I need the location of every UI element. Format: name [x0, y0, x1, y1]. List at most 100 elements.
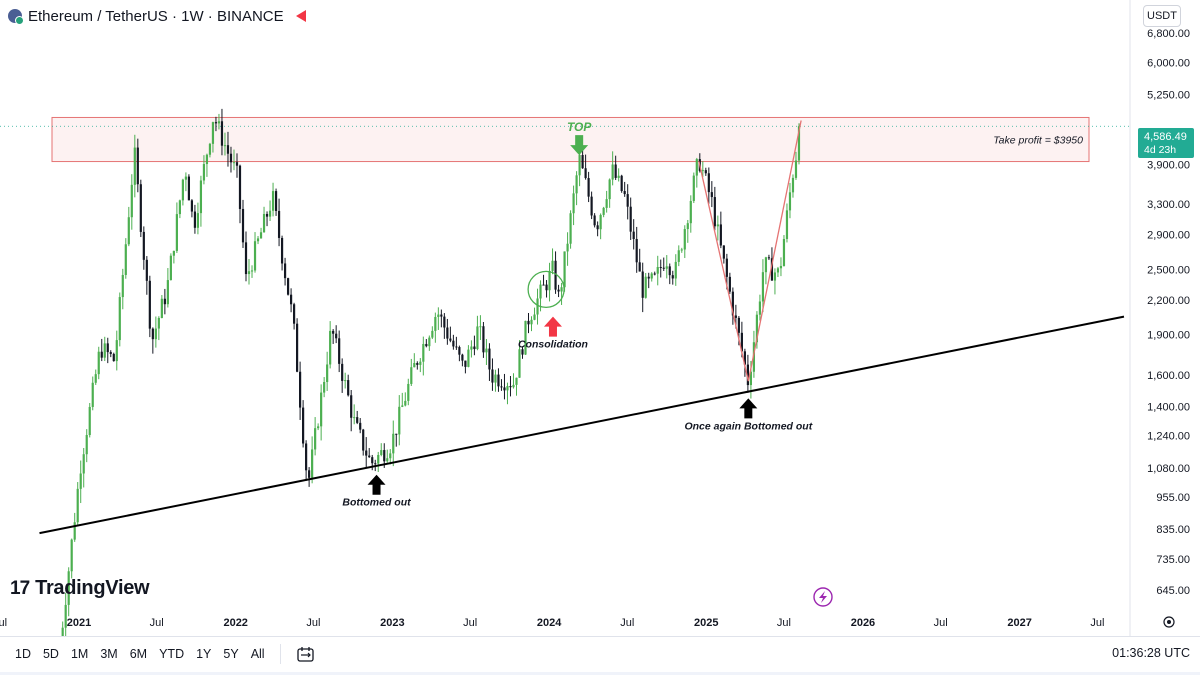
x-tick-label: 2026 [851, 617, 875, 629]
candle-body [749, 371, 753, 386]
candle-body [407, 383, 410, 401]
y-tick-label: 5,250.00 [1147, 89, 1190, 101]
candle-body [563, 251, 566, 288]
y-tick-label: 1,080.00 [1147, 463, 1190, 475]
candle-body [386, 458, 389, 462]
y-tick-label: 1,600.00 [1147, 370, 1190, 382]
range-1y-button[interactable]: 1Y [196, 647, 212, 661]
candle-body [668, 266, 671, 276]
range-1m-button[interactable]: 1M [70, 647, 89, 661]
tradingview-logo: 17 TradingView [10, 577, 150, 600]
candle-body [491, 369, 494, 383]
candle-body [614, 164, 617, 178]
candle-body [551, 260, 554, 271]
candle-body [473, 346, 476, 350]
x-tick-label: 2021 [67, 617, 91, 629]
candle-body [512, 384, 515, 388]
candle-body [545, 284, 548, 291]
range-5y-button[interactable]: 5Y [223, 647, 239, 661]
last-price-text: 4,586.49 [1144, 131, 1187, 143]
candle-body [289, 294, 293, 305]
candle-body [500, 386, 503, 388]
event-lightning-bolt [819, 591, 827, 603]
range-3m-button[interactable]: 3M [100, 647, 118, 661]
candle-body [722, 245, 725, 259]
candle-body [404, 400, 407, 406]
candle-body [779, 265, 783, 269]
candle-body [644, 276, 647, 298]
candle-body [572, 193, 575, 214]
candle-body [611, 164, 614, 180]
symbol-title[interactable]: Ethereum / TetherUS · 1W · BINANCE [28, 7, 284, 25]
candle-body [118, 297, 121, 341]
candle-body [554, 260, 557, 290]
x-tick-label: Jul [1090, 617, 1104, 629]
candle-body [181, 179, 184, 201]
price-chart[interactable]: 6,800.00 6,000.00 5,250.00 3,900.00 3,300.00… [0, 0, 1200, 636]
last-price-badge [1138, 128, 1194, 158]
x-tick-label: 2024 [537, 617, 562, 629]
candle-body [295, 323, 299, 372]
currency-button[interactable]: USDT [1143, 5, 1181, 27]
range-5d-button[interactable]: 5D [42, 647, 59, 661]
tradingview-wordmark: TradingView [35, 577, 150, 599]
candle-body [632, 231, 635, 240]
candle-body [629, 206, 632, 232]
candle-body [467, 349, 470, 367]
candle-body [686, 223, 689, 230]
consolidation-label: Consolidation [518, 339, 588, 351]
candle-body [782, 238, 786, 266]
candle-body [389, 453, 392, 459]
candle-body [268, 210, 272, 217]
candle-body [332, 330, 335, 334]
candle-body [401, 405, 404, 407]
x-tick-label: Jul [620, 617, 634, 629]
y-tick-label: 835.00 [1156, 524, 1190, 536]
candle-body [737, 317, 740, 333]
candle-body [73, 522, 76, 540]
candle-body [755, 314, 759, 343]
candle-body [569, 213, 572, 244]
flag-icon[interactable] [295, 10, 306, 22]
utc-clock[interactable]: 01:36:28 UTC [1112, 646, 1190, 660]
candle-body [548, 270, 551, 291]
candle-body [292, 304, 296, 324]
candle-body [485, 348, 488, 353]
candle-body [226, 145, 230, 154]
range-6m-button[interactable]: 6M [129, 647, 148, 661]
divider-bottom [0, 672, 1200, 675]
candle-body [446, 327, 449, 339]
range-all-button[interactable]: All [250, 647, 265, 661]
y-tick-label: 2,900.00 [1147, 230, 1190, 242]
candle-body [244, 242, 248, 275]
candle-body [710, 192, 713, 198]
candle-body [704, 170, 707, 174]
candle-body [458, 347, 461, 355]
candle-body [692, 175, 695, 201]
candle-body [662, 267, 665, 269]
candle-body [127, 217, 130, 245]
candle-body [205, 154, 209, 165]
y-tick-label: 955.00 [1156, 492, 1190, 504]
candle-body [148, 280, 151, 329]
candle-body [488, 348, 491, 370]
candle-body [187, 176, 191, 201]
candle-body [626, 194, 629, 207]
range-1d-button[interactable]: 1D [15, 647, 31, 661]
rally-path-line [747, 120, 802, 382]
candle-body [593, 215, 596, 226]
range-ytd-button[interactable]: YTD [159, 647, 185, 661]
candle-body [271, 191, 275, 211]
candle-body [277, 210, 281, 238]
candle-body [530, 319, 533, 325]
candle-body [674, 261, 677, 279]
candle-body [656, 267, 659, 274]
candle-body [308, 470, 311, 478]
candle-body [422, 343, 425, 362]
candle-body [665, 266, 668, 269]
x-tick-label: 2022 [223, 617, 247, 629]
candle-body [713, 197, 716, 227]
candle-body [437, 314, 440, 317]
candle-body [274, 191, 278, 211]
calendar-range-icon[interactable] [296, 646, 315, 663]
